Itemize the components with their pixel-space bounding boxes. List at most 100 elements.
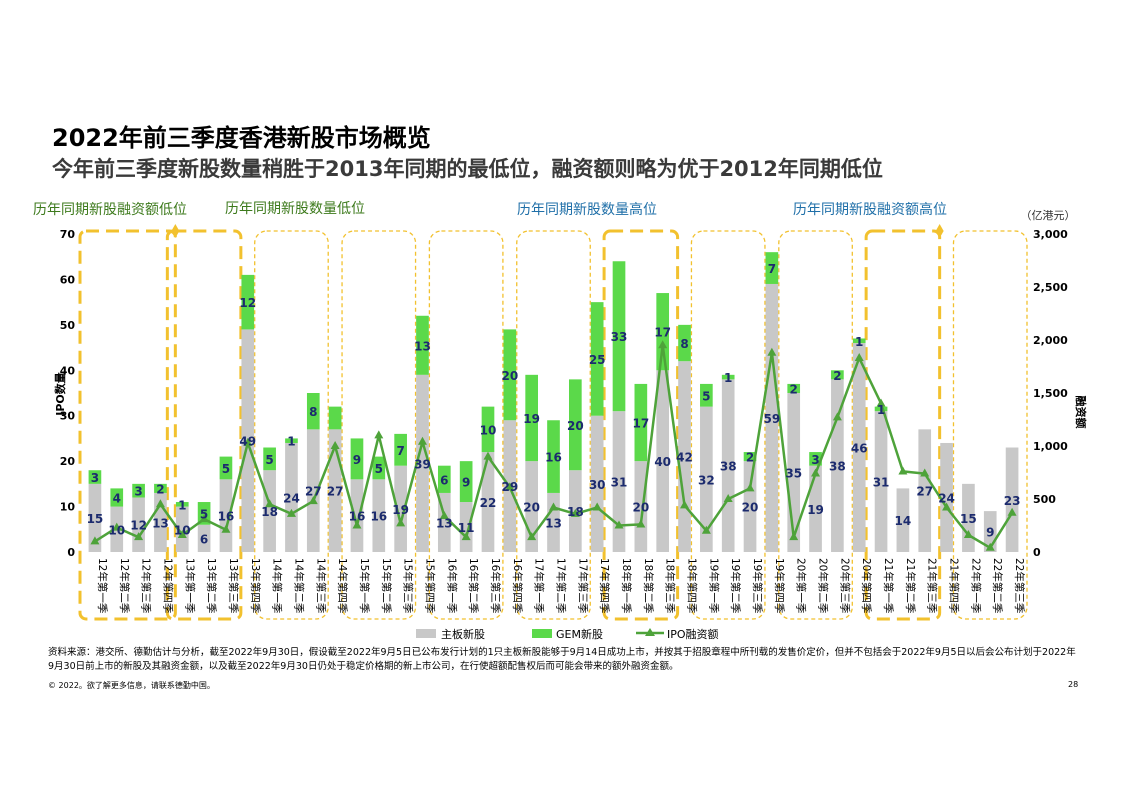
bar-main-board [678, 361, 691, 552]
x-tick-label: 12年第四季 [161, 558, 174, 614]
bar-main-board [219, 479, 233, 552]
annotation-low-count: 历年同期新股数量低位 [225, 201, 365, 217]
bar-gem [503, 329, 517, 421]
highlight-box [516, 230, 591, 620]
x-tick-label: 14年第四季 [336, 558, 349, 614]
bar-gem [263, 447, 276, 471]
left-tick-label: 40 [60, 364, 76, 377]
x-tick-label: 18年第三季 [664, 558, 677, 614]
data-label-main: 42 [676, 451, 693, 465]
data-label-gem: 20 [501, 369, 518, 383]
bar-gem [656, 293, 670, 371]
bar-gem [241, 274, 255, 330]
bar-main-board [1005, 447, 1019, 552]
x-tick-label: 22年第三季 [1013, 558, 1026, 614]
bar-main-board [874, 411, 888, 552]
bar-main-board [896, 488, 910, 552]
legend-gem-label: GEM新股 [556, 627, 603, 641]
bar-gem [154, 483, 167, 493]
x-tick-label: 13年第二季 [205, 558, 218, 614]
bar-gem [285, 438, 298, 443]
funds-point [832, 412, 842, 421]
data-label-main: 18 [567, 505, 584, 519]
right-axis-label: 融资额 [1074, 396, 1088, 429]
funds-point [199, 514, 209, 523]
bar-main-board [394, 465, 407, 552]
x-tick-label: 15年第四季 [423, 558, 436, 614]
page-subtitle: 今年前三季度新股数量稍胜于2013年同期的最低位，融资额则略为优于2012年同期… [52, 157, 883, 181]
highlight-box [165, 229, 243, 621]
bar-main-board [416, 374, 429, 552]
data-label-gem: 2 [156, 482, 164, 496]
funds-point [265, 499, 275, 508]
data-label-main: 35 [785, 467, 802, 481]
funds-point [854, 353, 864, 362]
x-tick-label: 16年第三季 [489, 558, 502, 614]
data-label-main: 12 [130, 519, 147, 533]
right-axis-ticks: 0 500 1,000 1,500 2,000 2,500 3,000 [1033, 228, 1068, 559]
data-label-main: 31 [873, 476, 890, 490]
data-label-main: 38 [829, 460, 846, 474]
data-label-main: 19 [392, 503, 409, 517]
bar-main-board [656, 370, 670, 552]
bar-main-board [634, 461, 648, 552]
left-tick-label: 70 [60, 228, 76, 241]
x-tick-label: 22年第一季 [969, 558, 982, 614]
data-label-main: 24 [283, 491, 300, 505]
left-tick-label: 20 [60, 455, 76, 468]
funds-point [417, 436, 427, 445]
bar-main-board [940, 442, 953, 552]
x-tick-label: 21年第三季 [926, 558, 939, 614]
funds-point [286, 508, 296, 517]
data-label-gem: 25 [589, 353, 606, 367]
x-tick-label: 20年第一季 [795, 558, 808, 614]
data-label-gem: 1 [178, 498, 186, 512]
bar-gem [569, 379, 582, 471]
bar-main-board [612, 411, 626, 552]
bar-gem [372, 456, 386, 480]
x-tick-label: 20年第三季 [838, 558, 851, 614]
left-tick-label: 0 [67, 546, 75, 559]
x-tick-label: 14年第二季 [292, 558, 305, 614]
x-tick-label: 17年第四季 [598, 558, 611, 614]
bar-main-board [962, 483, 975, 552]
funds-point [789, 532, 799, 541]
annotation-low-funds: 历年同期新股融资额低位 [33, 202, 187, 218]
data-label-main: 16 [218, 510, 235, 524]
bar-main-board [590, 415, 604, 552]
x-tick-label: 19年第一季 [707, 558, 720, 614]
x-tick-label: 19年第三季 [751, 558, 764, 614]
funds-line-series [90, 340, 1017, 551]
data-label-gem: 5 [375, 462, 383, 476]
data-label-gem: 9 [353, 453, 361, 467]
highlight-box [952, 230, 1028, 620]
bar-gem [132, 483, 145, 498]
right-tick-label: 1,500 [1033, 387, 1068, 400]
x-tick-label: 12年第三季 [140, 558, 153, 614]
bar-main-board [350, 479, 364, 552]
funds-point [898, 466, 908, 475]
bar-gem [350, 438, 364, 480]
right-tick-label: 3,000 [1033, 228, 1068, 241]
data-label-main: 20 [632, 501, 649, 515]
bar-gem [110, 488, 124, 507]
data-label-main: 40 [654, 455, 671, 469]
data-label-main: 20 [523, 501, 540, 515]
bar-main-board [721, 379, 735, 552]
x-tick-label: 22年第二季 [991, 558, 1004, 614]
data-label-main: 27 [305, 485, 322, 499]
x-tick-label: 15年第二季 [380, 558, 393, 614]
x-tick-label: 21年第四季 [948, 558, 961, 614]
funds-point [636, 519, 646, 528]
data-label-gem: 16 [545, 451, 562, 465]
left-tick-label: 30 [60, 410, 76, 423]
data-label-main: 13 [545, 516, 562, 530]
x-tick-label: 14年第一季 [271, 558, 284, 614]
highlight-box [428, 230, 504, 620]
funds-point [461, 532, 471, 541]
data-label-gem: 1 [855, 335, 863, 349]
data-label-gem: 12 [239, 296, 256, 310]
bar-gem [525, 374, 538, 462]
legend-main-swatch [416, 629, 436, 638]
copyright: © 2022。欲了解更多信息，请联系德勤中国。 [48, 681, 215, 690]
